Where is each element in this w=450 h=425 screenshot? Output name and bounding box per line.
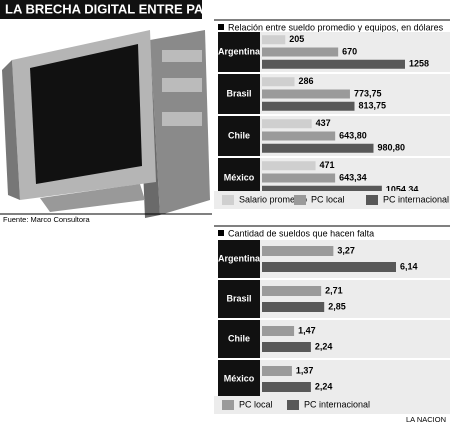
legend-label: Salario promedio [239,194,307,204]
value-label: 3,27 [337,245,355,255]
value-label: 1054,34 [386,185,419,195]
category-box [218,116,260,156]
value-label: 643,80 [339,130,367,140]
category-label: México [224,172,255,182]
bar [262,185,382,195]
legend-label: PC internacional [383,194,449,204]
bar [262,342,311,352]
legend-swatch [366,195,378,205]
value-label: 2,24 [315,381,333,391]
value-label: 1,37 [296,365,314,375]
bar [262,59,405,69]
category-label: Chile [228,333,250,343]
bar [262,131,336,141]
category-box [218,360,260,398]
value-label: 437 [316,118,331,128]
source: Fuente: Marco Consultora [3,215,91,224]
bar [262,101,355,111]
bar [262,35,286,45]
title-marker [218,230,224,236]
value-label: 1,47 [298,325,316,335]
bar [262,77,295,87]
credit: LA NACION [406,415,446,424]
bar [262,89,350,99]
value-label: 6,14 [400,261,418,271]
value-label: 773,75 [354,88,382,98]
category-box [218,74,260,114]
computer-illustration [2,30,210,218]
bar [262,246,334,256]
bar [262,143,374,153]
category-label: México [224,373,255,383]
title-bar [0,0,202,19]
chart-title: Cantidad de sueldos que hacen falta [228,228,374,238]
title-marker [218,24,224,30]
bar [262,286,322,296]
value-label: 2,71 [325,285,343,295]
value-label: 286 [299,76,314,86]
legend-swatch [222,400,234,410]
legend-swatch [222,195,234,205]
legend-background [214,396,450,414]
category-label: Argentina [218,253,261,263]
legend-label: PC local [311,194,345,204]
category-label: Chile [228,130,250,140]
category-box [218,32,260,72]
category-box [218,320,260,358]
legend-swatch [294,195,306,205]
bar [262,262,396,272]
value-label: 980,80 [377,143,405,153]
category-box [218,280,260,318]
value-label: 643,34 [339,172,367,182]
bar [262,302,325,312]
bar [262,382,311,392]
bar [262,161,316,171]
legend-swatch [287,400,299,410]
title: LA BRECHA DIGITAL ENTRE PAISES [5,1,233,16]
category-label: Argentina [218,46,261,56]
legend-background [214,191,450,209]
value-label: 813,75 [359,101,387,111]
value-label: 2,85 [328,301,346,311]
legend-label: PC internacional [304,399,370,409]
bar [262,366,292,376]
legend-label: PC local [239,399,273,409]
value-label: 205 [289,34,304,44]
bar [262,173,336,183]
bar [262,119,312,129]
category-box [218,240,260,278]
value-label: 1258 [409,59,429,69]
bar [262,47,339,57]
chart-title: Relación entre sueldo promedio y equipos… [228,22,444,32]
category-label: Brasil [226,88,251,98]
category-label: Brasil [226,293,251,303]
bar [262,326,295,336]
value-label: 2,24 [315,341,333,351]
value-label: 670 [342,46,357,56]
value-label: 471 [320,160,335,170]
